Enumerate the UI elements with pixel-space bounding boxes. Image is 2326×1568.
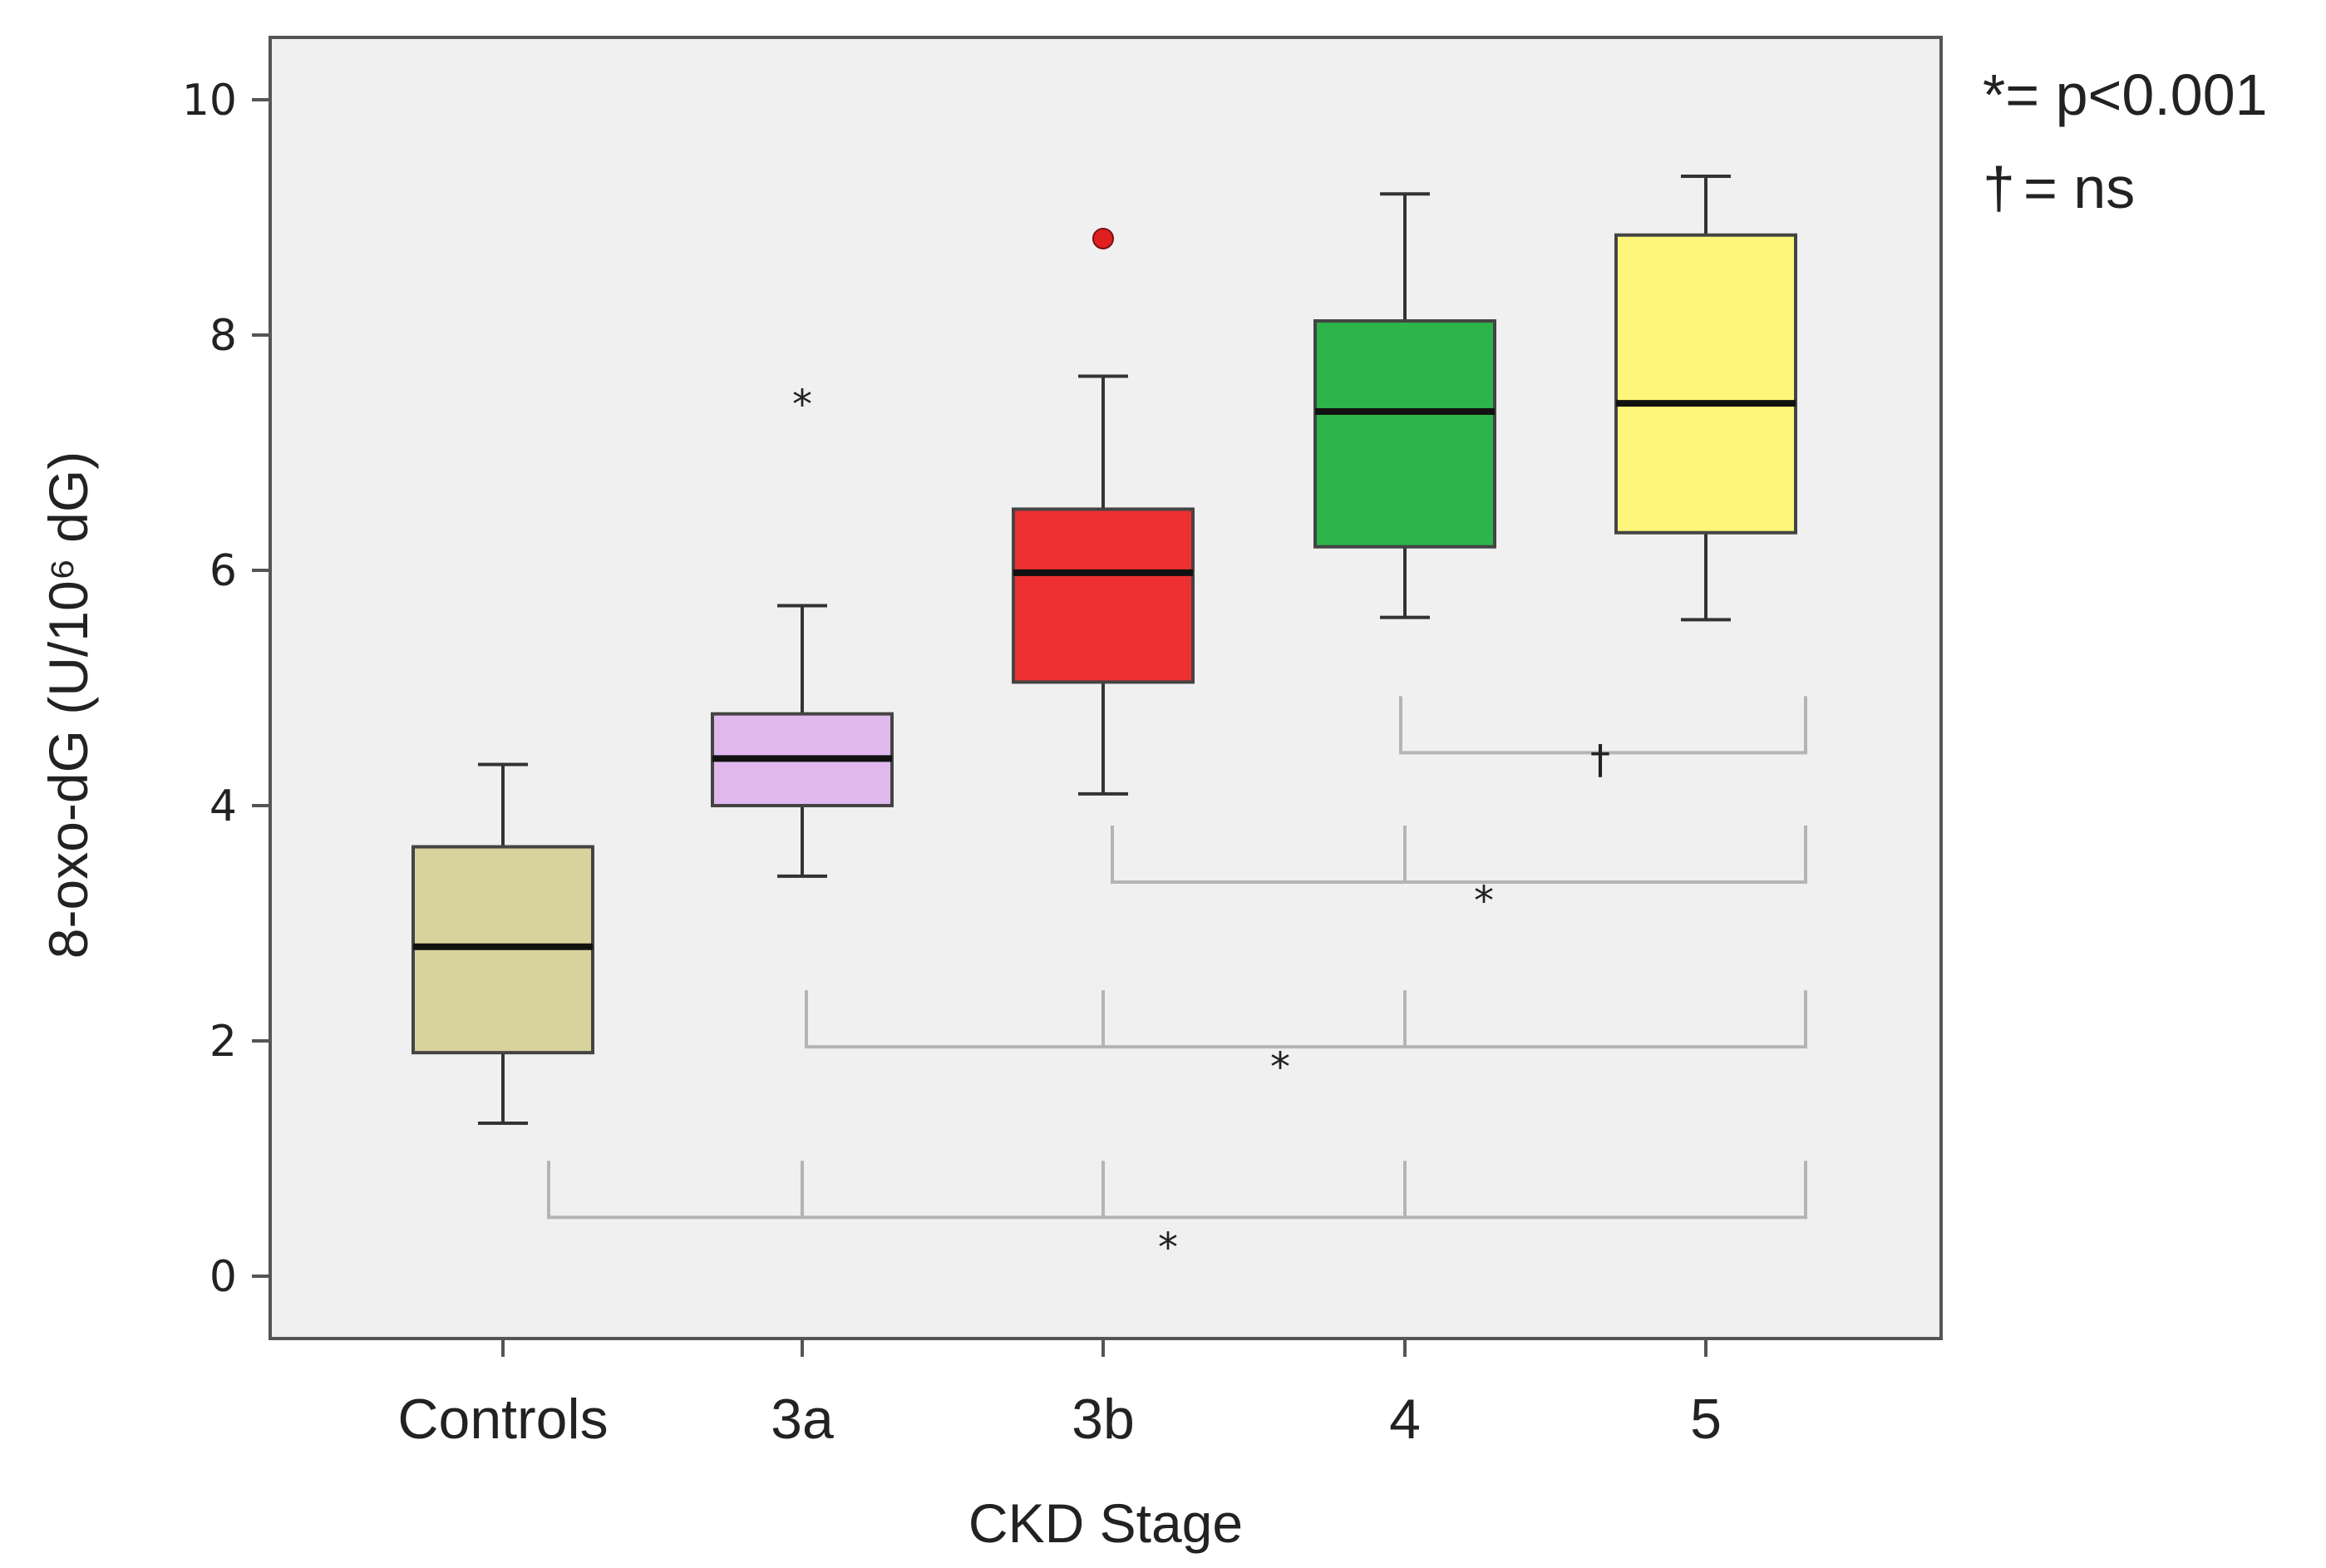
significance-marker: * [1474, 878, 1494, 925]
legend-text-p-value: = p<0.001 [2005, 62, 2267, 127]
comparison-bracket-controls: * [547, 1161, 1807, 1271]
x-axis-title: CKD Stage [968, 1492, 1243, 1554]
legend-symbol-dagger: † [1983, 155, 2015, 220]
outlier-point [1092, 227, 1114, 249]
x-tick-label: 5 [1690, 1388, 1722, 1451]
significance-marker: * [1158, 1225, 1178, 1271]
x-tick-label: Controls [397, 1388, 608, 1451]
comparison-bracket-3b: * [1111, 825, 1807, 925]
bracket-line [547, 1161, 1807, 1220]
y-tick-label: 2 [209, 1017, 237, 1067]
box-3a: * [711, 382, 894, 878]
extreme-point: * [792, 382, 812, 428]
legend-entry-ns: † = ns [1983, 155, 2135, 220]
y-tick-label: 4 [209, 782, 237, 831]
x-tick-label: 4 [1389, 1388, 1421, 1451]
x-tick-label: 3a [771, 1388, 834, 1451]
y-tick-label: 0 [209, 1252, 237, 1302]
box-iqr [1614, 233, 1797, 535]
y-tick-label: 8 [209, 311, 237, 361]
bracket-line [1111, 825, 1807, 884]
x-tick-label: 3b [1072, 1388, 1135, 1451]
legend: *= p<0.001 † = ns [1983, 62, 2268, 220]
significance-marker: * [1270, 1044, 1290, 1091]
box-controls [411, 762, 594, 1126]
comparison-bracket-3a: * [805, 990, 1807, 1091]
box-iqr [1012, 507, 1195, 684]
legend-text-ns: = ns [2023, 155, 2135, 220]
comparison-bracket-4: † [1399, 696, 1807, 783]
y-axis-title: 8-oxo-dG (U/10⁶ dG) [37, 451, 99, 959]
significance-marker: † [1590, 737, 1610, 783]
box-4 [1313, 192, 1496, 619]
box-iqr [1313, 319, 1496, 549]
legend-symbol-asterisk: * [1983, 62, 2005, 127]
box-3b [1012, 227, 1195, 796]
legend-entry-significant: *= p<0.001 [1983, 62, 2268, 127]
y-tick-label: 6 [209, 546, 237, 596]
bracket-line [805, 990, 1807, 1049]
box-5 [1614, 174, 1797, 622]
y-tick-label: 10 [182, 76, 237, 126]
bracket-line [1399, 696, 1807, 755]
